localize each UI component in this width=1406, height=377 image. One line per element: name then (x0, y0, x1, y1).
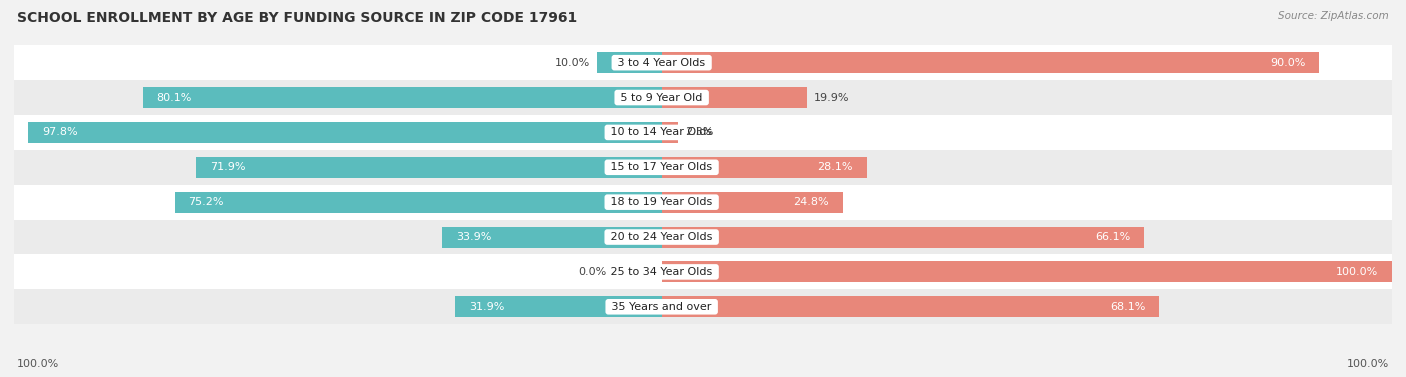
Text: 33.9%: 33.9% (456, 232, 491, 242)
Bar (14, 254, 1392, 290)
Text: 0.0%: 0.0% (578, 267, 606, 277)
Bar (14, 185, 1392, 219)
Bar (662, 87, 807, 108)
Text: 28.1%: 28.1% (818, 162, 853, 172)
Text: 24.8%: 24.8% (793, 197, 830, 207)
Bar (662, 296, 1159, 317)
Bar (195, 157, 662, 178)
Bar (14, 219, 1392, 254)
Text: 97.8%: 97.8% (42, 127, 77, 138)
Text: 25 to 34 Year Olds: 25 to 34 Year Olds (607, 267, 716, 277)
Text: 90.0%: 90.0% (1270, 58, 1305, 68)
Bar (143, 87, 662, 108)
Text: 2.3%: 2.3% (685, 127, 714, 138)
Text: 71.9%: 71.9% (209, 162, 245, 172)
Text: 100.0%: 100.0% (17, 359, 59, 369)
Text: 10.0%: 10.0% (555, 58, 591, 68)
Bar (14, 115, 1392, 150)
Bar (14, 80, 1392, 115)
Bar (662, 52, 1319, 73)
Bar (662, 262, 1392, 282)
Text: 3 to 4 Year Olds: 3 to 4 Year Olds (614, 58, 709, 68)
Bar (456, 296, 662, 317)
Bar (662, 122, 679, 143)
Bar (28, 122, 662, 143)
Text: 5 to 9 Year Old: 5 to 9 Year Old (617, 92, 706, 103)
Text: 35 Years and over: 35 Years and over (609, 302, 716, 312)
Text: 19.9%: 19.9% (814, 92, 849, 103)
Bar (14, 289, 1392, 324)
Bar (662, 227, 1144, 247)
Text: 80.1%: 80.1% (156, 92, 193, 103)
Text: 68.1%: 68.1% (1109, 302, 1146, 312)
Text: SCHOOL ENROLLMENT BY AGE BY FUNDING SOURCE IN ZIP CODE 17961: SCHOOL ENROLLMENT BY AGE BY FUNDING SOUR… (17, 11, 576, 25)
Bar (14, 150, 1392, 185)
Bar (14, 45, 1392, 80)
Text: 75.2%: 75.2% (188, 197, 224, 207)
Bar (662, 192, 842, 213)
Bar (174, 192, 662, 213)
Text: 100.0%: 100.0% (1336, 267, 1378, 277)
Bar (441, 227, 662, 247)
Text: 31.9%: 31.9% (468, 302, 505, 312)
Text: 15 to 17 Year Olds: 15 to 17 Year Olds (607, 162, 716, 172)
Bar (662, 157, 868, 178)
Text: 20 to 24 Year Olds: 20 to 24 Year Olds (607, 232, 716, 242)
Bar (598, 52, 662, 73)
Text: 100.0%: 100.0% (1347, 359, 1389, 369)
Text: Source: ZipAtlas.com: Source: ZipAtlas.com (1278, 11, 1389, 21)
Text: 18 to 19 Year Olds: 18 to 19 Year Olds (607, 197, 716, 207)
Text: 66.1%: 66.1% (1095, 232, 1130, 242)
Text: 10 to 14 Year Olds: 10 to 14 Year Olds (607, 127, 716, 138)
